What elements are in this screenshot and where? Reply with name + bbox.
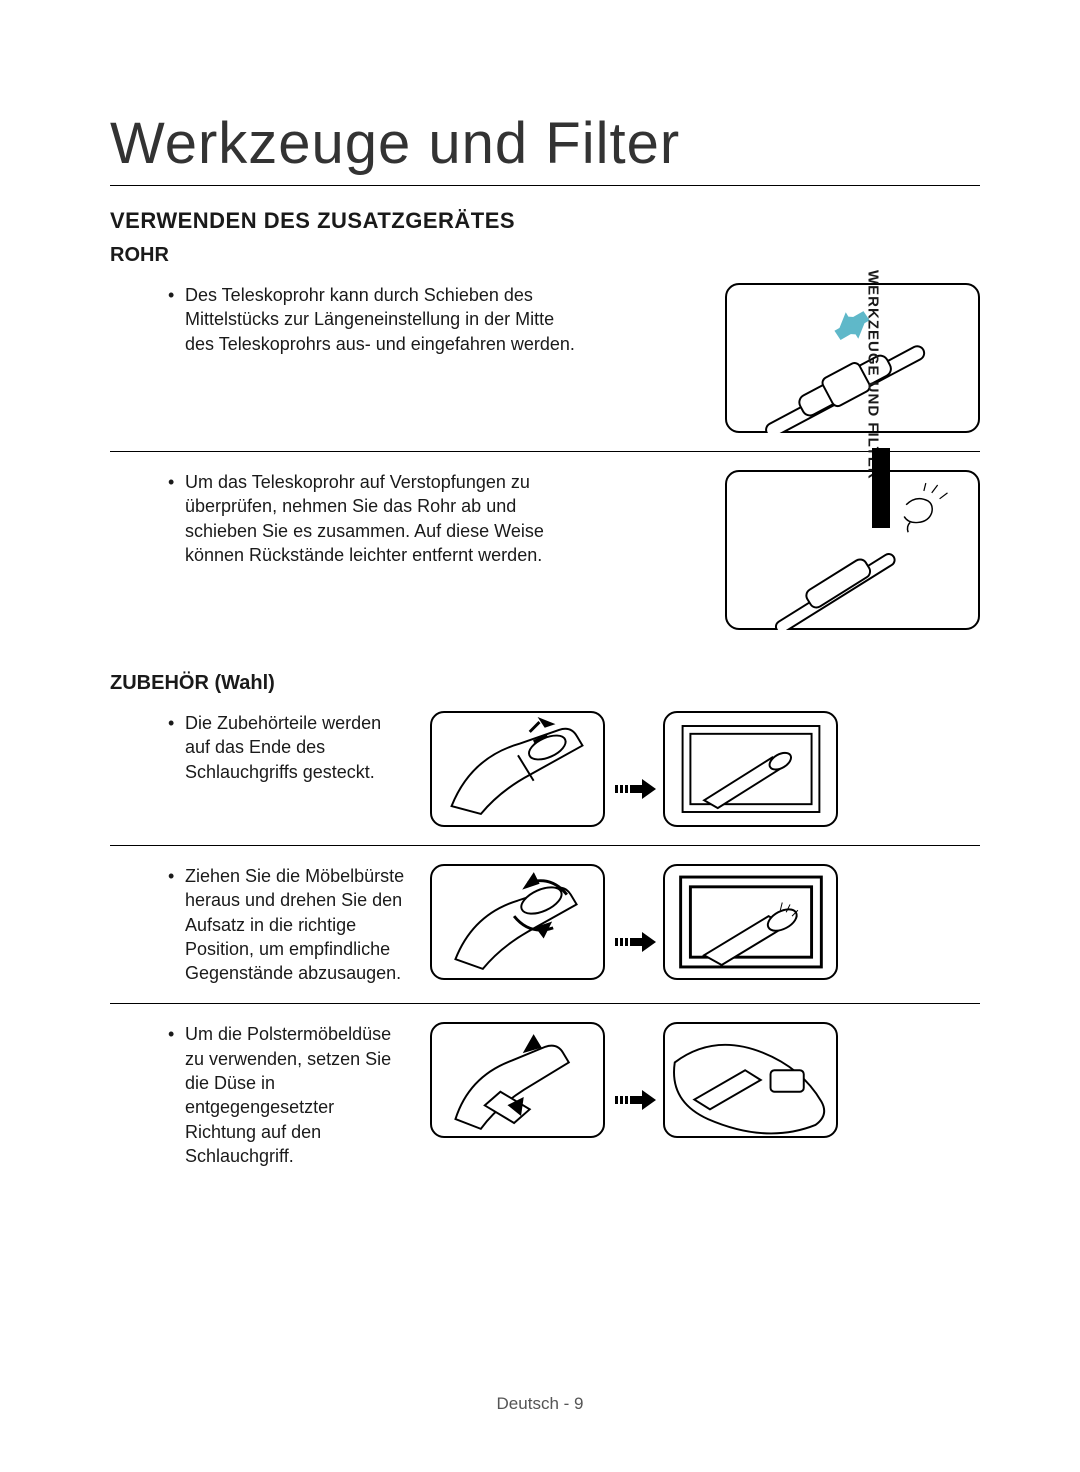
zubehoer-item-2: Ziehen Sie die Möbelbürste heraus und dr… — [110, 845, 980, 997]
arrow-icon — [611, 1046, 657, 1114]
zubehoer-2-figure-b — [663, 864, 838, 980]
page-title: Werkzeuge und Filter — [110, 110, 980, 186]
zubehoer-3-figure-b — [663, 1022, 838, 1138]
upholstery-attach-icon — [432, 1024, 603, 1136]
telescopic-tube-icon — [727, 285, 978, 431]
section-heading: VERWENDEN DES ZUSATZGERÄTES — [110, 208, 980, 234]
upholstery-use-icon — [665, 1024, 836, 1136]
rohr-item-1-text: Des Teleskoprohr kann durch Schieben des… — [110, 283, 580, 356]
zubehoer-figures-1 — [430, 711, 838, 827]
zubehoer-item-1: Die Zubehörteile werden auf das Ende des… — [110, 703, 980, 839]
rohr-figure-2 — [725, 470, 980, 630]
zubehoer-3-figure-a — [430, 1022, 605, 1138]
zubehoer-1-figure-a — [430, 711, 605, 827]
hose-handle-icon — [432, 713, 603, 825]
crevice-use-icon — [665, 713, 836, 825]
zubehoer-item-3-text: Um die Polstermöbeldüse zu verwenden, se… — [110, 1022, 410, 1168]
rohr-heading: ROHR — [110, 244, 980, 267]
arrow-icon — [611, 735, 657, 803]
zubehoer-figures-3 — [430, 1022, 838, 1138]
rohr-item-1: Des Teleskoprohr kann durch Schieben des… — [110, 275, 980, 445]
manual-page: Werkzeuge und Filter VERWENDEN DES ZUSAT… — [0, 0, 1080, 1472]
zubehoer-1-figure-b — [663, 711, 838, 827]
zubehoer-item-1-text: Die Zubehörteile werden auf das Ende des… — [110, 711, 410, 784]
tube-remove-icon — [727, 472, 978, 628]
side-tab-marker — [872, 448, 890, 528]
brush-rotate-icon — [432, 866, 603, 978]
rohr-item-2: Um das Teleskoprohr auf Verstopfungen zu… — [110, 451, 980, 642]
zubehoer-2-figure-a — [430, 864, 605, 980]
rohr-item-2-text: Um das Teleskoprohr auf Verstopfungen zu… — [110, 470, 580, 567]
zubehoer-item-2-text: Ziehen Sie die Möbelbürste heraus und dr… — [110, 864, 410, 985]
brush-frame-icon — [665, 866, 836, 978]
rohr-figure-1 — [725, 283, 980, 433]
zubehoer-heading: ZUBEHÖR (Wahl) — [110, 672, 980, 695]
zubehoer-item-3: Um die Polstermöbeldüse zu verwenden, se… — [110, 1003, 980, 1180]
zubehoer-figures-2 — [430, 864, 838, 980]
zubehoer-section: ZUBEHÖR (Wahl) Die Zubehörteile werden a… — [110, 650, 980, 1180]
arrow-icon — [611, 888, 657, 956]
page-footer: Deutsch - 9 — [0, 1394, 1080, 1414]
